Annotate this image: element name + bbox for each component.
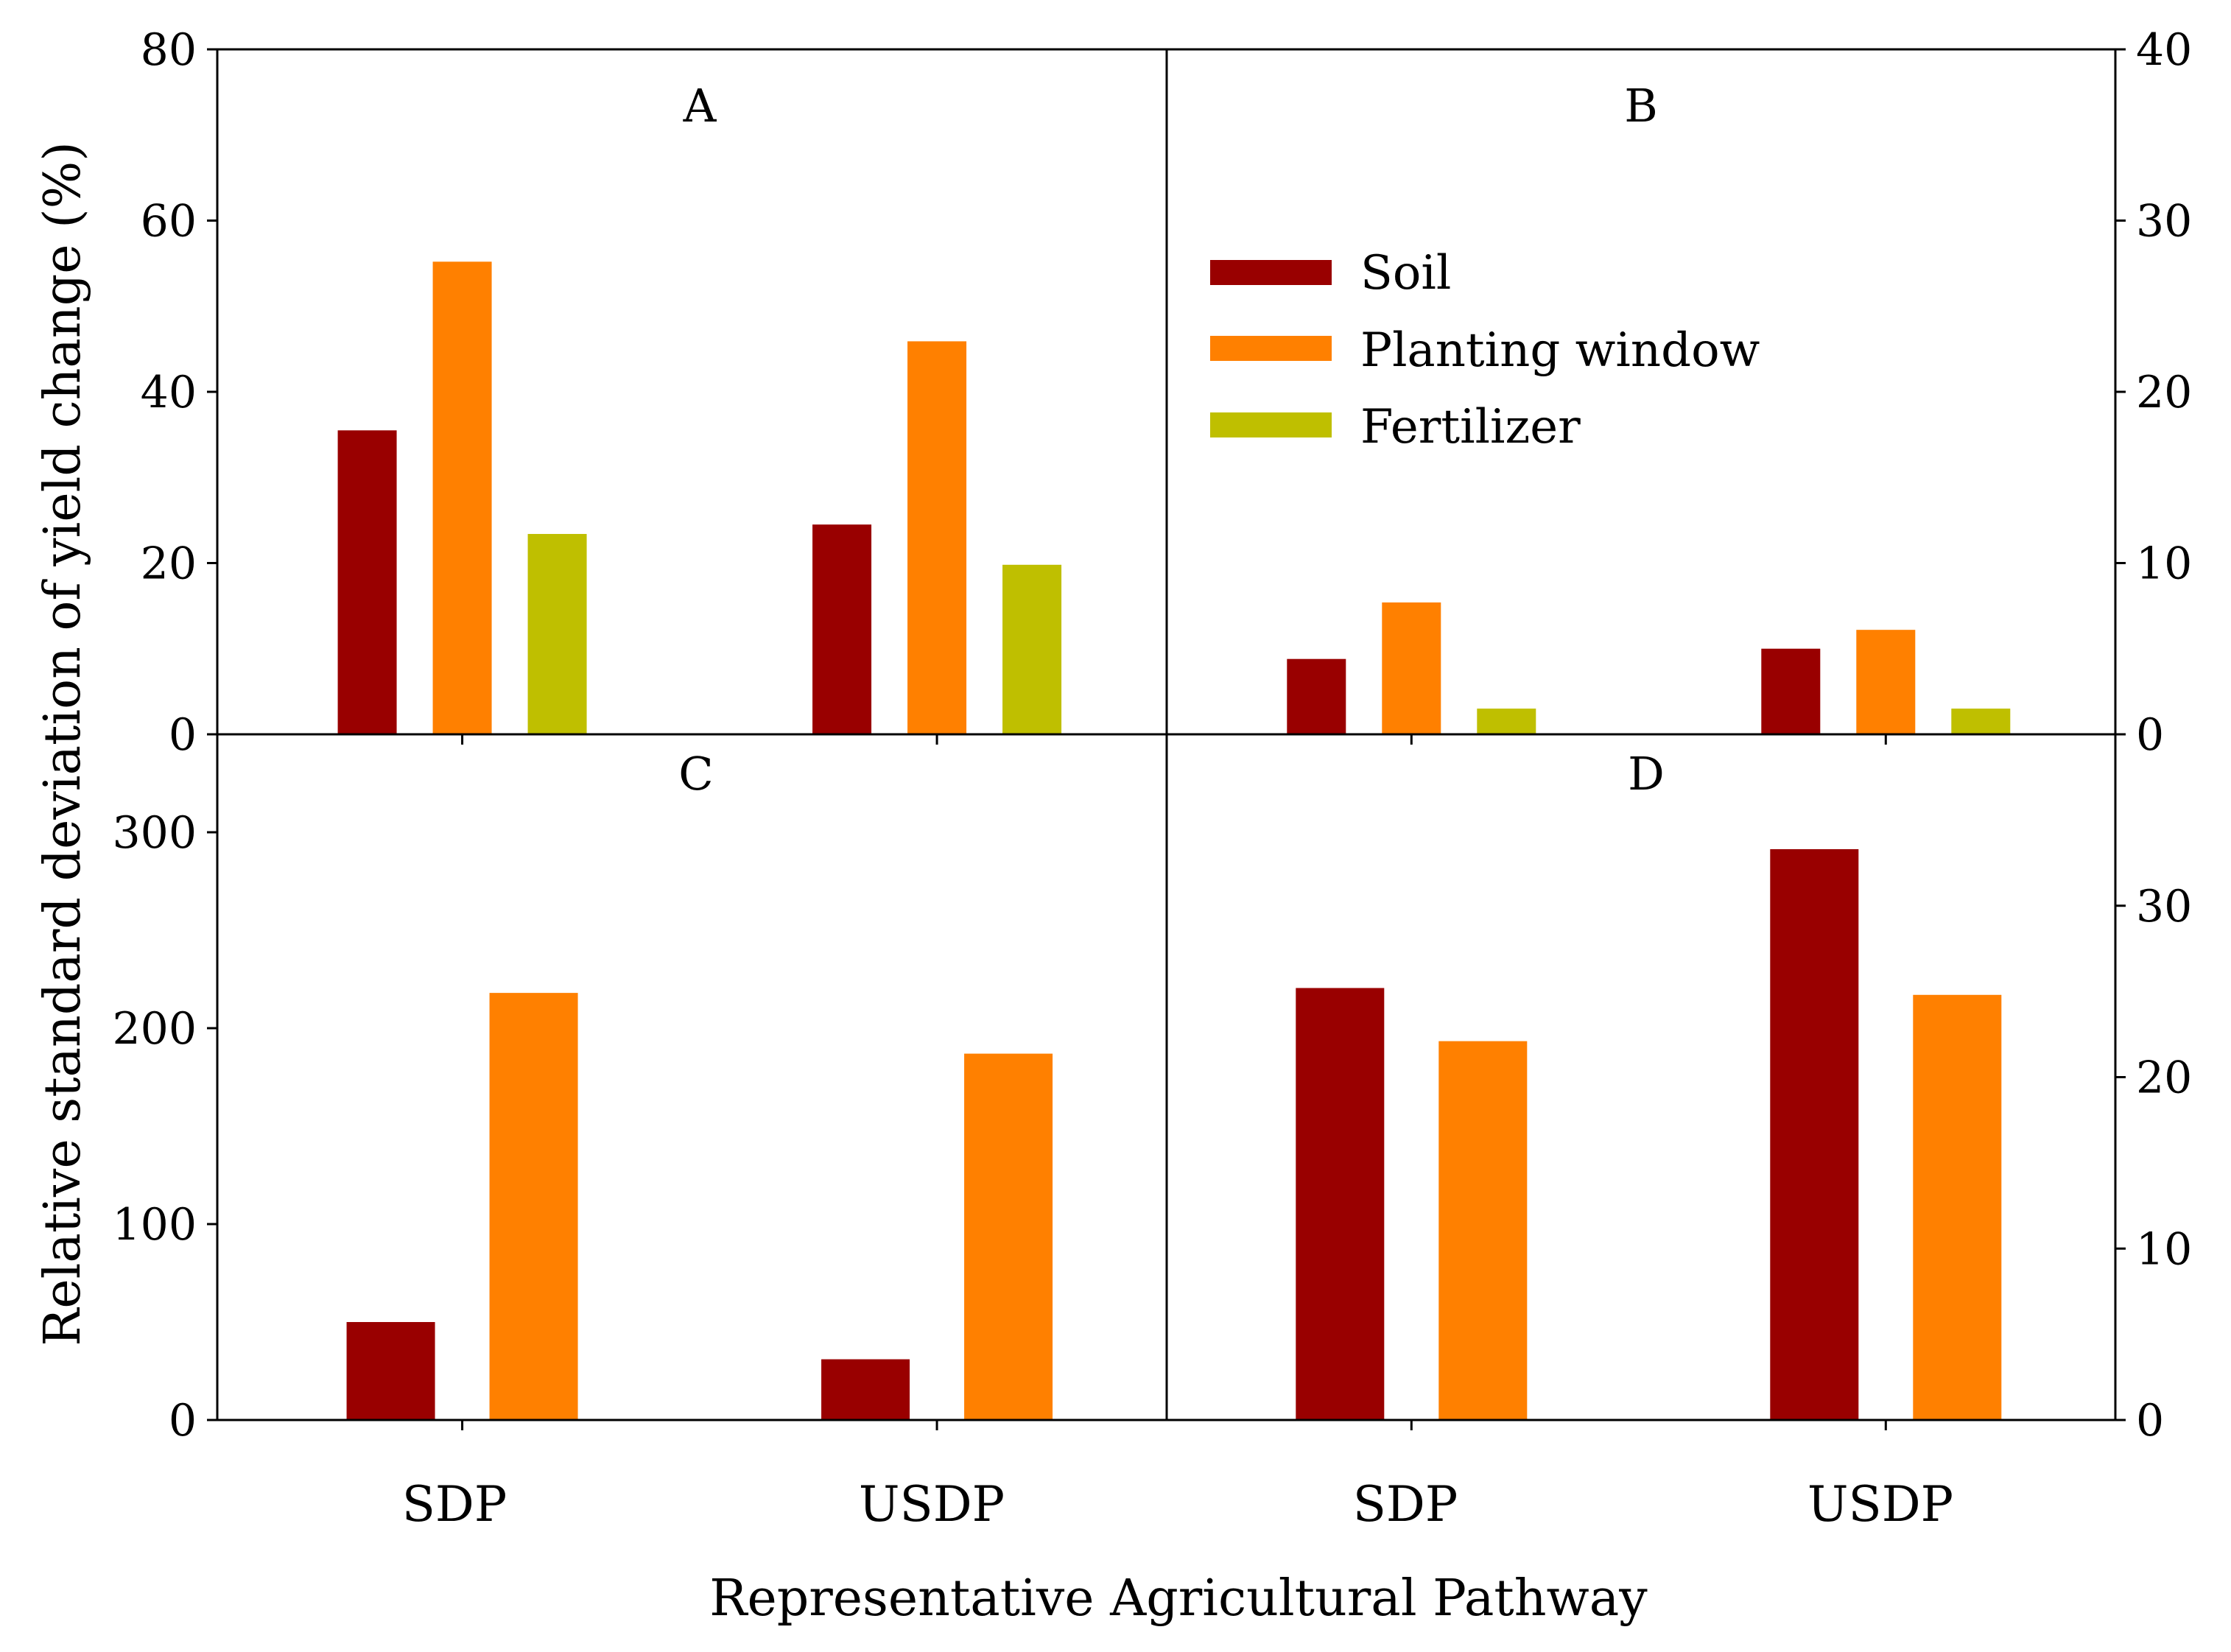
bar-d-usdp-soil [1770, 848, 1859, 1420]
bar-b-sdp-fertilizer [1477, 709, 1536, 734]
legend-swatch-soil [1210, 260, 1332, 285]
bar-c-usdp-planting-window [964, 1053, 1053, 1420]
y-tick-label-a-60: 60 [141, 196, 197, 247]
panel-label-a: A [683, 79, 717, 133]
bar-a-sdp-planting-window [432, 261, 492, 734]
bar-a-usdp-soil [812, 524, 872, 734]
y-tick-label-d-10: 10 [2136, 1223, 2192, 1275]
x-axis-title: Representative Agricultural Pathway [709, 1570, 1648, 1628]
bar-a-usdp-fertilizer [1002, 564, 1062, 734]
legend-label-soil: Soil [1360, 246, 1451, 300]
y-tick-label-a-20: 20 [141, 538, 197, 590]
legend-label-planting-window: Planting window [1360, 323, 1760, 378]
y-tick-label-a-0: 0 [169, 709, 197, 761]
bar-d-sdp-soil [1296, 988, 1385, 1420]
bar-d-sdp-planting-window [1438, 1041, 1528, 1420]
x-category-label-usdp-right: USDP [1807, 1476, 1953, 1533]
bar-b-usdp-fertilizer [1951, 709, 2011, 734]
y-tick-label-a-80: 80 [141, 24, 197, 76]
panel-label-c: C [678, 747, 713, 801]
x-category-label-usdp-left: USDP [859, 1476, 1005, 1533]
y-tick-label-c-300: 300 [112, 807, 197, 859]
bar-c-sdp-soil [346, 1322, 435, 1420]
y-tick-label-a-40: 40 [141, 367, 197, 418]
y-tick-label-b-10: 10 [2136, 538, 2192, 590]
y-tick-label-b-20: 20 [2136, 367, 2192, 418]
bar-d-usdp-planting-window [1913, 994, 2002, 1420]
y-axis-title: Relative standard deviation of yield cha… [34, 141, 92, 1346]
y-tick-label-c-200: 200 [112, 1003, 197, 1055]
bar-b-usdp-soil [1761, 648, 1821, 734]
bar-c-sdp-planting-window [489, 993, 578, 1420]
bar-c-usdp-soil [821, 1359, 910, 1420]
x-category-label-sdp-left: SDP [402, 1476, 507, 1533]
y-tick-label-d-20: 20 [2136, 1052, 2192, 1104]
bar-a-sdp-soil [337, 430, 397, 734]
y-tick-label-b-0: 0 [2136, 709, 2164, 761]
legend-swatch-fertilizer [1210, 412, 1332, 437]
y-tick-label-c-100: 100 [112, 1199, 197, 1251]
y-tick-label-b-40: 40 [2136, 24, 2192, 76]
bar-b-sdp-soil [1287, 658, 1346, 734]
x-category-label-sdp-right: SDP [1353, 1476, 1458, 1533]
panel-label-b: B [1624, 79, 1658, 133]
bar-a-sdp-fertilizer [527, 533, 587, 734]
y-tick-label-d-0: 0 [2136, 1395, 2164, 1447]
plot-layer: 0 20 40 60 80 0 10 20 30 40 0 100 200 300 0 10 20 30 [112, 24, 2192, 1447]
legend-swatch-planting-window [1210, 336, 1332, 361]
panel-label-d: D [1628, 747, 1665, 801]
bar-b-usdp-planting-window [1856, 630, 1916, 734]
y-tick-label-d-30: 30 [2136, 881, 2192, 932]
legend: Soil Planting window Fertilizer [1210, 246, 1760, 454]
bar-b-sdp-planting-window [1382, 602, 1441, 734]
bar-a-usdp-planting-window [907, 341, 967, 735]
y-tick-label-b-30: 30 [2136, 196, 2192, 247]
y-tick-label-c-0: 0 [169, 1395, 197, 1447]
legend-label-fertilizer: Fertilizer [1360, 400, 1581, 454]
